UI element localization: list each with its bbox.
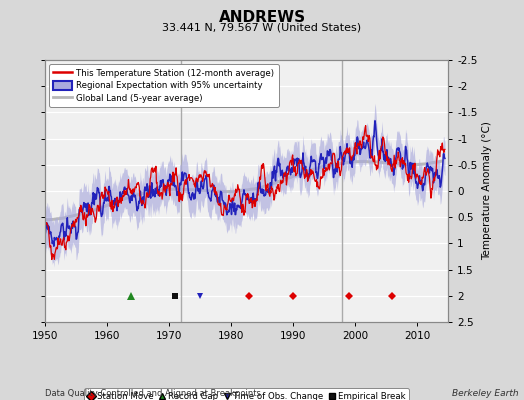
Y-axis label: Temperature Anomaly (°C): Temperature Anomaly (°C)	[482, 122, 492, 260]
Legend: Station Move, Record Gap, Time of Obs. Change, Empirical Break: Station Move, Record Gap, Time of Obs. C…	[84, 388, 409, 400]
Text: Berkeley Earth: Berkeley Earth	[452, 389, 519, 398]
Text: 33.441 N, 79.567 W (United States): 33.441 N, 79.567 W (United States)	[162, 22, 362, 32]
Text: Data Quality Controlled and Aligned at Breakpoints: Data Quality Controlled and Aligned at B…	[45, 389, 260, 398]
Text: ANDREWS: ANDREWS	[219, 10, 305, 25]
